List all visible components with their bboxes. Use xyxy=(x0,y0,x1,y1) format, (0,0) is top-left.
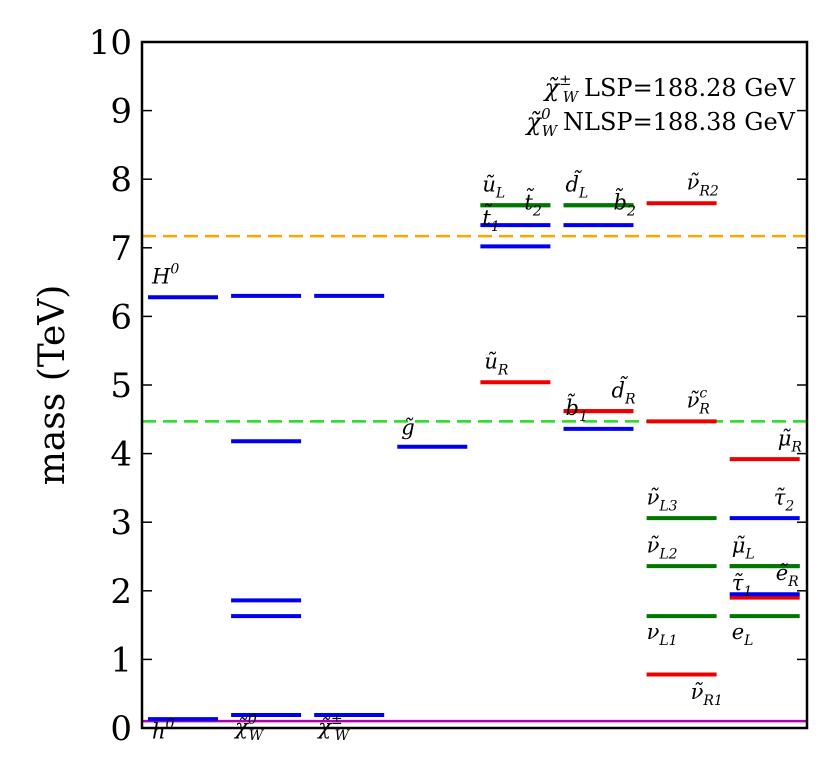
level-label: ũR xyxy=(484,350,509,379)
y-tick-label: 6 xyxy=(110,297,132,337)
y-tick-label: 7 xyxy=(110,229,132,269)
level-label: ẽR xyxy=(776,561,799,590)
level-label: ν̃R2 xyxy=(687,170,719,199)
level-label: d̃R xyxy=(612,376,636,408)
y-tick-label: 4 xyxy=(110,435,132,475)
level-label: νL1 xyxy=(647,620,678,649)
level-label: g̃ xyxy=(401,415,414,439)
level-label: H0 xyxy=(151,261,179,288)
y-tick-label: 3 xyxy=(110,503,132,543)
level-label: μ̃R xyxy=(778,426,803,455)
y-tick-label: 9 xyxy=(110,92,132,132)
annotation: χ̃± W LSP=188.28 GeV xyxy=(543,71,796,106)
level-label: τ̃2 xyxy=(774,485,795,514)
y-tick-label: 10 xyxy=(89,23,132,63)
level-label: ν̃R1 xyxy=(691,680,723,709)
level-label: t̃2 xyxy=(524,188,541,220)
level-label: ν̃L3 xyxy=(647,485,678,514)
level-label: eL xyxy=(732,620,754,649)
level-label: d̃L xyxy=(566,170,589,202)
annotation: χ̃0 W NLSP=188.38 GeV xyxy=(525,105,796,140)
level-label: b̃1 xyxy=(566,394,588,426)
level-label: ν̃c R xyxy=(687,386,711,418)
plot-frame xyxy=(140,40,809,730)
level-label: b̃2 xyxy=(614,188,636,220)
level-label: h0 xyxy=(152,716,175,743)
level-label: t̃1 xyxy=(482,204,499,236)
reference-lines xyxy=(142,234,807,723)
level-label: ũL xyxy=(482,173,505,202)
y-tick-label: 8 xyxy=(110,160,132,200)
level-label: τ̃1 xyxy=(732,571,753,600)
y-tick-label: 5 xyxy=(110,366,132,406)
y-tick-label: 0 xyxy=(110,709,132,749)
level-label: ν̃L2 xyxy=(647,533,678,562)
y-tick-label: 1 xyxy=(110,640,132,680)
y-tick-label: 2 xyxy=(110,572,132,612)
level-label: μ̃L xyxy=(732,533,755,562)
y-axis-title: mass (TeV) xyxy=(32,285,73,486)
mass-levels xyxy=(148,201,800,722)
y-axis: 0 1 2 3 4 5 6 7 8 9 10 xyxy=(89,23,807,749)
